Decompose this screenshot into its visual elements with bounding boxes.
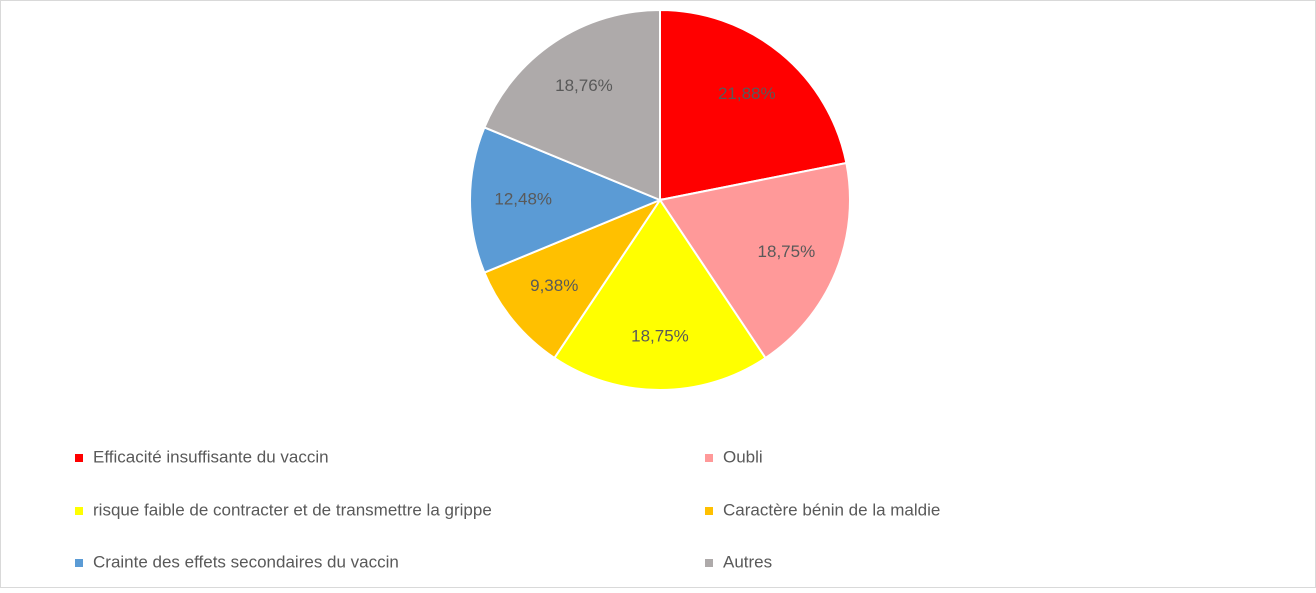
pie-slice	[469, 126, 663, 274]
data-label: 18,75%	[631, 326, 689, 345]
data-label: 9,38%	[530, 276, 578, 295]
legend-label: Efficacité insuffisante du vaccin	[93, 447, 329, 466]
legend-swatch	[75, 507, 83, 515]
legend-label: risque faible de contracter et de transm…	[93, 500, 492, 519]
pie-slice	[483, 8, 661, 202]
legend-swatch	[705, 559, 713, 567]
pie-slice	[483, 197, 663, 360]
data-label: 12,48%	[494, 189, 552, 208]
legend-label: Oubli	[723, 447, 763, 466]
legend-label: Caractère bénin de la maldie	[723, 500, 940, 519]
pie-slice	[658, 161, 851, 360]
legend-swatch	[705, 507, 713, 515]
data-label: 18,76%	[555, 76, 613, 95]
data-label: 18,75%	[758, 242, 816, 261]
legend-label: Autres	[723, 552, 772, 571]
pie-slice	[659, 8, 848, 202]
data-label: 21,88%	[718, 84, 776, 103]
legend-swatch	[75, 454, 83, 462]
legend-swatch	[75, 559, 83, 567]
legend-swatch	[705, 454, 713, 462]
legend-label: Crainte des effets secondaires du vaccin	[93, 552, 399, 571]
pie-slice	[553, 198, 767, 391]
